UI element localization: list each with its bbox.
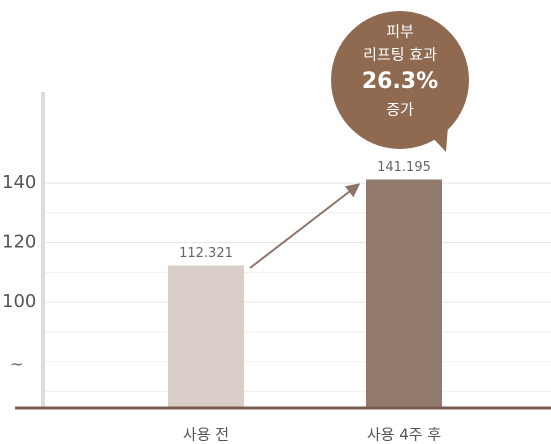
x-tick-label: 사용 전 <box>183 426 229 444</box>
y-tick-label: 140 <box>2 172 36 193</box>
bubble-text: 증가 <box>386 101 414 119</box>
value-label: 112.321 <box>179 246 233 261</box>
bubble-text: 26.3% <box>362 69 438 94</box>
bar <box>168 265 244 408</box>
axis-break: ~ <box>10 355 23 374</box>
increase-arrow <box>249 183 361 269</box>
bubble-text: 리프팅 효과 <box>363 46 437 64</box>
y-tick-label: 100 <box>2 291 36 312</box>
y-tick-label: 120 <box>2 232 36 253</box>
x-tick-label: 사용 4주 후 <box>367 426 441 444</box>
bubble <box>331 11 469 149</box>
bar <box>366 179 442 408</box>
value-label: 141.195 <box>377 160 431 175</box>
bubble-text: 피부 <box>386 23 414 41</box>
